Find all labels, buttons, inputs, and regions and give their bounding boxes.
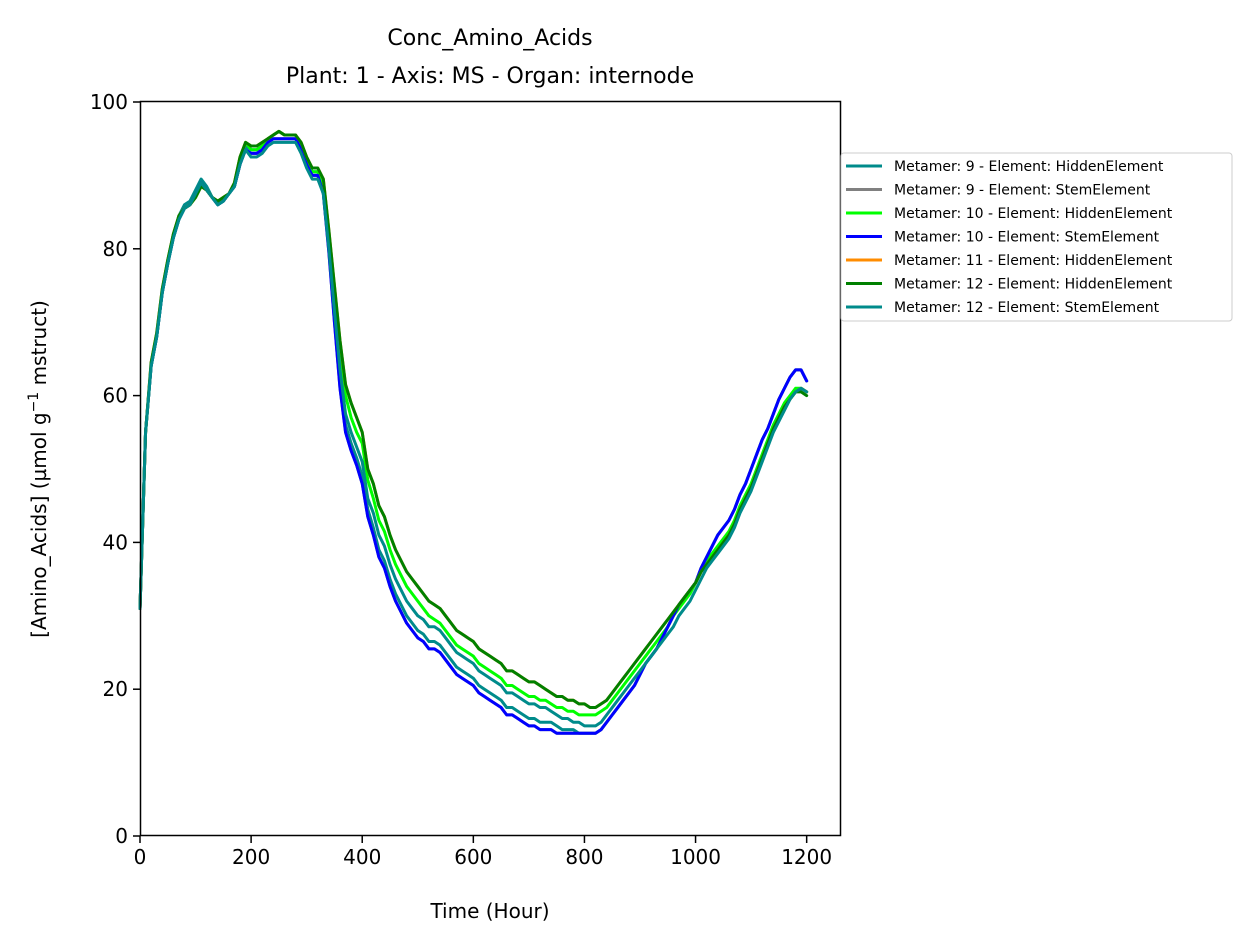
chart-title: Conc_Amino_Acids [387,26,592,51]
y-axis-label: [Amino_Acids] (µmol g−1 mstruct) [26,300,51,638]
ticks-layer: 0 200 400 600 800 1000 1200 0 20 40 60 80 100 [90,90,832,869]
legend-label-2: Metamer: 9 - Element: StemElement [894,183,1151,199]
y-tick-label: 60 [103,384,128,408]
y-axis-label-sup: −1 [26,392,42,413]
legend-label-7: Metamer: 12 - Element: StemElement [894,300,1160,316]
legend-label-3: Metamer: 10 - Element: HiddenElement [894,206,1173,222]
legend-frame [840,152,1233,322]
x-tick-label: 800 [565,845,603,869]
x-tick-label: 400 [343,845,381,869]
legend-label-4: Metamer: 10 - Element: StemElement [894,230,1160,246]
plot-frame [139,100,842,837]
legend-label-1: Metamer: 9 - Element: HiddenElement [894,159,1164,175]
series-layer [138,129,809,735]
legend-label-5: Metamer: 11 - Element: HiddenElement [894,253,1173,269]
x-tick-label: 1000 [670,845,721,869]
legend-label-6: Metamer: 12 - Element: HiddenElement [894,277,1173,293]
x-tick-label: 200 [232,845,270,869]
series-line-7 [138,140,809,728]
series-line-6 [138,129,809,710]
y-axis-label-tail: mstruct) [27,300,51,392]
y-axis-label-main: [Amino_Acids] (µmol g [27,412,51,637]
x-axis-label: Time (Hour) [429,899,549,923]
legend: Metamer: 9 - Element: HiddenElement Metam… [840,152,1233,322]
y-tick-label: 80 [103,237,128,261]
x-tick-label: 600 [454,845,492,869]
legend-items: Metamer: 9 - Element: HiddenElement Metam… [846,159,1173,316]
y-tick-label: 20 [103,677,128,701]
y-tick-label: 40 [103,530,128,554]
x-tick-label: 0 [134,845,147,869]
chart-subtitle: Plant: 1 - Axis: MS - Organ: internode [286,64,694,89]
y-tick-label: 0 [115,824,128,848]
x-tick-label: 1200 [781,845,832,869]
y-tick-label: 100 [90,90,128,114]
